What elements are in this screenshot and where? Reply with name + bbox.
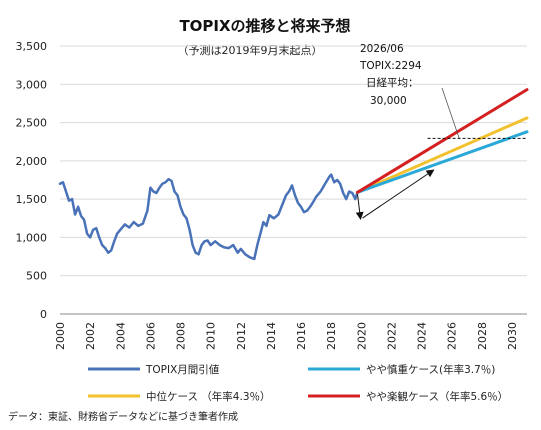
x-tick-label-2000: 2000 <box>54 322 67 350</box>
annotation-line-3: 日経平均： <box>366 76 419 89</box>
x-tick-label-2012: 2012 <box>235 322 248 350</box>
annotation-line-1: 2026/06 <box>360 43 404 55</box>
annotation-pointer-line <box>441 87 460 139</box>
arrow-to-origin <box>355 194 364 221</box>
x-tick-label-2016: 2016 <box>295 322 308 350</box>
annotation-line-4: 30,000 <box>370 95 407 107</box>
x-tick-label-2018: 2018 <box>325 322 338 350</box>
chart-title: TOPIXの推移と将来予想 <box>179 17 350 35</box>
growth-arrows <box>355 169 435 221</box>
x-tick-label-2026: 2026 <box>446 322 459 350</box>
x-tick-label-2022: 2022 <box>385 322 398 350</box>
forecast-annotation: 2026/06 TOPIX:2294 日経平均： 30,000 <box>359 43 527 139</box>
grid-lines <box>60 45 527 315</box>
x-tick-label-2008: 2008 <box>175 322 188 350</box>
y-axis-ticks: 0 500 1,000 1,500 2,000 2,500 3,000 3,500 <box>16 40 48 321</box>
x-tick-label-2006: 2006 <box>144 322 157 350</box>
legend-label-cautious: やや慎重ケース(年率3.7％) <box>366 363 495 376</box>
series-line-3 <box>356 88 529 194</box>
y-tick-label-500: 500 <box>26 270 47 283</box>
legend: TOPIX月間引値 やや慎重ケース(年率3.7％) 中位ケース （年率4.3％）… <box>88 363 508 403</box>
y-tick-label-0: 0 <box>40 308 47 321</box>
y-tick-label-2000: 2,000 <box>16 155 48 168</box>
series-line-2 <box>356 116 529 194</box>
legend-label-middle: 中位ケース （年率4.3％） <box>146 390 271 403</box>
legend-label-optimistic: やや楽観ケース（年率5.6％） <box>366 390 508 403</box>
series-line-0 <box>58 173 359 261</box>
series-line-1 <box>356 130 529 194</box>
x-tick-label-2002: 2002 <box>84 322 97 350</box>
y-tick-label-1000: 1,000 <box>16 231 48 244</box>
x-axis-ticks: 2000 2002 2004 2006 2008 2010 2012 2014 2016 2018… <box>54 322 519 350</box>
x-tick-label-2010: 2010 <box>205 322 218 350</box>
annotation-line-2: TOPIX:2294 <box>359 60 422 72</box>
x-tick-label-2004: 2004 <box>114 322 127 350</box>
y-tick-label-3000: 3,000 <box>16 78 48 91</box>
legend-label-topix: TOPIX月間引値 <box>145 363 220 376</box>
arrow-to-forecast <box>362 169 435 219</box>
series-lines <box>58 88 529 261</box>
chart-subtitle: （予測は2019年9月末起点） <box>178 43 323 57</box>
x-tick-label-2028: 2028 <box>476 322 489 350</box>
source-note: データ：東証、財務省データなどに基づき筆者作成 <box>8 410 238 423</box>
x-tick-label-2020: 2020 <box>355 322 368 350</box>
x-tick-label-2024: 2024 <box>416 322 429 350</box>
x-tick-label-2030: 2030 <box>506 322 519 350</box>
x-tick-label-2014: 2014 <box>265 322 278 350</box>
y-tick-label-3500: 3,500 <box>16 40 48 53</box>
y-tick-label-1500: 1,500 <box>16 193 48 206</box>
y-tick-label-2500: 2,500 <box>16 117 48 130</box>
